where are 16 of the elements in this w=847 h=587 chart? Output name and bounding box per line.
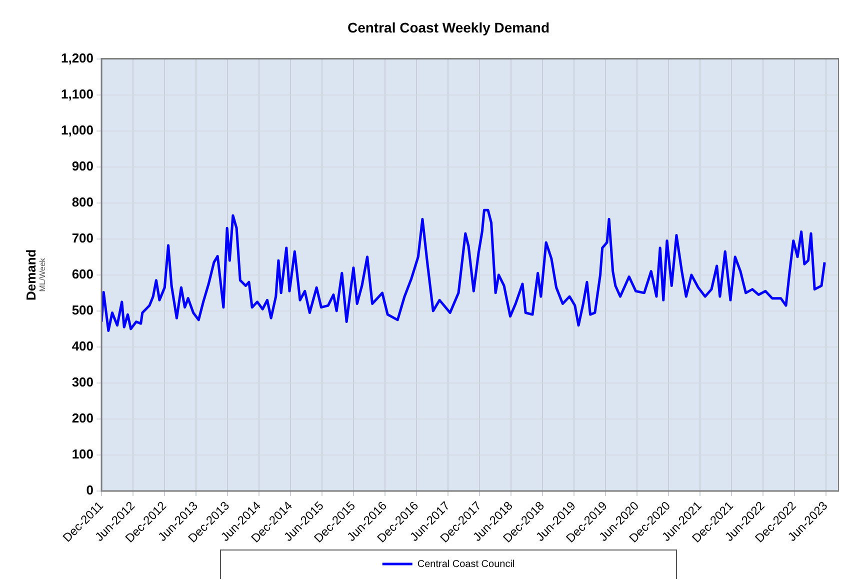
y-tick-label: 400 (72, 338, 94, 354)
y-tick-label: 1,100 (60, 86, 94, 102)
y-tick-label: 800 (72, 194, 94, 210)
y-tick-label: 600 (72, 266, 94, 282)
y-tick-label: 1,000 (60, 122, 94, 138)
legend-label: Central Coast Council (417, 558, 515, 570)
y-tick-label: 0 (86, 482, 94, 498)
y-tick-label: 500 (72, 302, 94, 318)
y-tick-label: 900 (72, 158, 94, 174)
y-axis-title: Demand ML/Week (24, 249, 48, 301)
y-tick-label: 1,200 (60, 50, 94, 66)
y-tick-label: 300 (72, 374, 94, 390)
chart-title: Central Coast Weekly Demand (347, 19, 550, 36)
y-tick-label: 100 (72, 446, 94, 462)
y-tick-label: 200 (72, 410, 94, 426)
y-tick-label: 700 (72, 230, 94, 246)
